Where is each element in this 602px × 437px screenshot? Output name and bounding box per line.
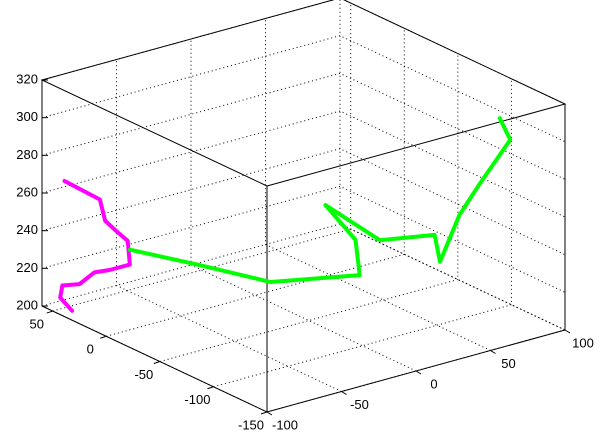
x-tick (490, 350, 496, 354)
grid-line (41, 80, 268, 413)
grid-line (41, 72, 566, 180)
z-tick-label: 200 (16, 297, 38, 312)
y-tick (153, 361, 161, 364)
grid-line (339, 0, 566, 331)
y-tick-label: 50 (29, 316, 43, 331)
z-tick-label: 280 (16, 147, 38, 162)
grid-line (41, 110, 566, 218)
data-line (58, 179, 132, 313)
grid-line (41, 223, 566, 331)
z-tick-label: 300 (16, 109, 38, 124)
y-tick (260, 411, 268, 415)
grid-line (213, 78, 512, 388)
y-tick (207, 386, 214, 390)
x-tick-label: -100 (272, 417, 298, 432)
x-tick (341, 391, 347, 395)
y-tick (100, 335, 107, 339)
x-tick (415, 370, 422, 375)
y-tick (46, 310, 53, 314)
grid-line (41, 148, 566, 256)
y-tick-label: -50 (134, 367, 153, 382)
z-tick-label: 320 (16, 71, 38, 86)
grid-line (41, 0, 566, 105)
x-tick (564, 329, 571, 334)
grid-line (41, 185, 566, 293)
x-tick-label: -50 (350, 397, 369, 412)
box-edge (41, 80, 566, 413)
grid-line (266, 104, 566, 413)
data-line (127, 116, 513, 285)
y-tick-label: -100 (184, 392, 210, 407)
y-tick-label: 0 (87, 342, 94, 357)
x-tick-label: 50 (501, 356, 515, 371)
z-tick-label: 260 (16, 184, 38, 199)
x-tick (266, 411, 273, 416)
grid-line (116, 59, 342, 392)
grid-line (190, 39, 417, 372)
y-tick-label: -150 (238, 417, 264, 432)
grid-line (159, 53, 459, 363)
grid-line (265, 18, 491, 351)
box-edge (40, 0, 567, 187)
grid-line (106, 28, 405, 337)
x-tick-label: 0 (430, 376, 437, 391)
z-tick-label: 240 (16, 222, 38, 237)
x-tick-label: 100 (572, 335, 594, 350)
z-tick-label: 220 (16, 260, 38, 275)
